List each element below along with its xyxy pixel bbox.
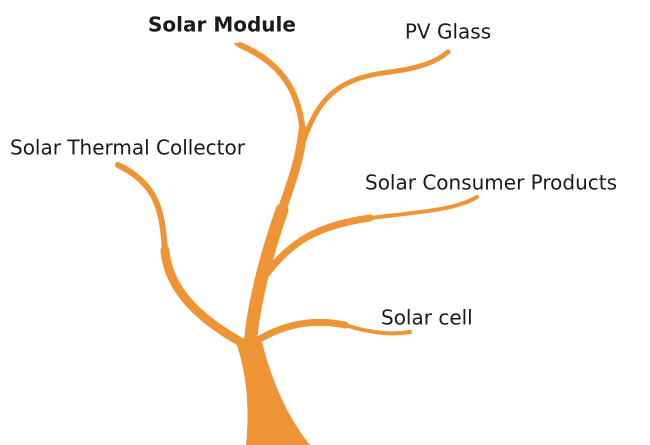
branch-module-tip [236, 44, 262, 55]
stem [282, 130, 303, 210]
node-label: Solar Thermal Collector [10, 136, 246, 160]
node-label: Solar cell [381, 306, 473, 330]
node-label: PV Glass [405, 20, 491, 44]
branch-thermal [165, 250, 246, 345]
node-label: Solar Consumer Products [365, 171, 617, 195]
branch-pv-glass [304, 52, 448, 140]
tree [118, 44, 477, 445]
branch-consumer [370, 197, 477, 218]
branch-module [240, 45, 303, 135]
trunk [236, 342, 310, 445]
diagram: Solar Module PV Glass Solar Thermal Coll… [0, 0, 650, 445]
branch-thermal [118, 165, 165, 250]
branch-cell [250, 322, 345, 345]
node-label: Solar Module [148, 13, 296, 37]
